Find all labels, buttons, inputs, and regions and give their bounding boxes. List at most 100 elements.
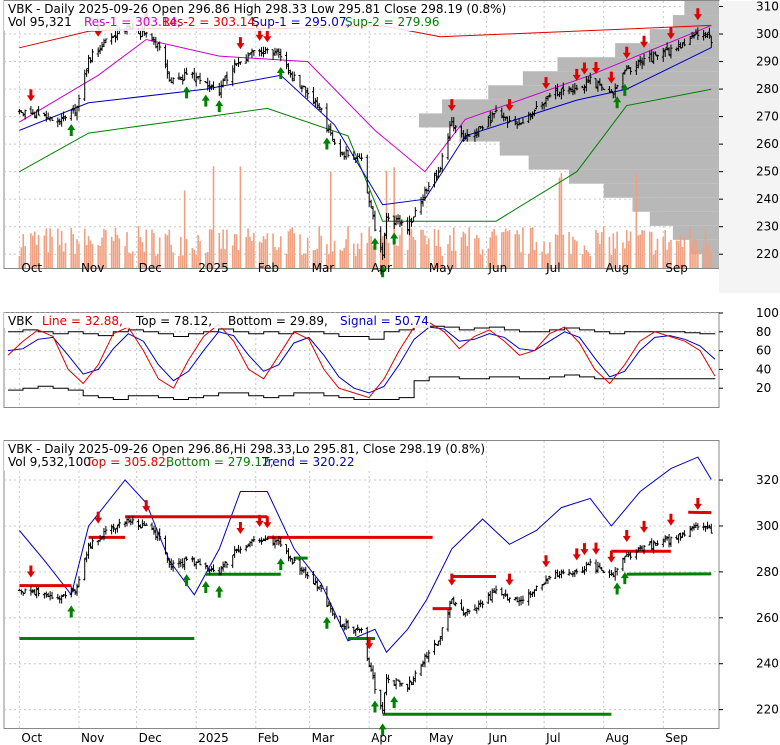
trend-xtick-label: Sep — [665, 731, 688, 745]
trend-sell-arrow — [622, 530, 631, 543]
price-header-bg — [4, 1, 480, 31]
volume-profile-bar — [499, 141, 719, 156]
buy-arrow — [613, 96, 622, 109]
osc-bottom-line — [8, 374, 716, 400]
res1-line — [19, 24, 712, 173]
trend-sell-arrow — [580, 543, 589, 556]
trend-buy-arrow — [182, 574, 191, 587]
trend-buy-arrow — [620, 572, 629, 585]
signal-arrows — [26, 8, 702, 736]
trend-sell-arrow — [255, 514, 264, 527]
trend-ytick-label: 300 — [756, 519, 779, 533]
trend-buy-arrow — [390, 696, 399, 709]
osc-ytick-label: 20 — [756, 381, 771, 395]
trend-sell-arrow — [607, 550, 616, 563]
sell-arrow — [255, 28, 264, 41]
sup1-label: Sup-1 = 295.07, — [252, 15, 350, 29]
trend-sell-arrow — [142, 500, 151, 513]
buy-arrow — [378, 265, 387, 278]
buy-arrow — [215, 100, 224, 113]
trend-sell-arrow — [236, 521, 245, 534]
volume-profile-bar — [528, 155, 719, 170]
trend-sell-arrow — [572, 548, 581, 561]
price-bars — [17, 21, 713, 715]
volume-profile-bar — [603, 183, 719, 198]
osc-ytick-label: 100 — [756, 306, 779, 320]
trend-ytick-label: 220 — [756, 703, 779, 717]
buy-arrow — [322, 137, 331, 150]
price-xtick-label: 2025 — [198, 261, 229, 275]
trend-xtick-label: Jun — [487, 731, 507, 745]
volume-profile-bar — [672, 225, 719, 240]
trend-buy-arrow — [276, 558, 285, 571]
buy-arrow — [201, 94, 210, 107]
sell-arrow — [236, 37, 245, 50]
trend-xtick-label: Dec — [139, 731, 162, 745]
osc-signal-label: Signal = 50.74 — [340, 314, 429, 328]
sell-arrow — [572, 68, 581, 81]
price-ytick-label: 290 — [756, 55, 779, 69]
buy-arrow — [370, 237, 379, 250]
trend-header-bg — [4, 441, 456, 471]
sell-arrow — [447, 99, 456, 112]
trend-bottom-label: Bottom = 279.12, — [166, 455, 274, 469]
sup2-line — [19, 88, 712, 222]
price-xtick-label: Jun — [487, 261, 507, 275]
trend-xtick-label: May — [429, 731, 454, 745]
osc-signal-line — [7, 326, 716, 394]
trend-buy-arrow — [613, 582, 622, 595]
trend-sell-arrow — [263, 516, 272, 529]
price-xtick-label: Mar — [312, 261, 335, 275]
sell-arrow — [263, 30, 272, 43]
trend-sell-arrow — [693, 497, 702, 510]
trend-ytick-label: 240 — [756, 657, 779, 671]
volume-profile-bar — [632, 197, 719, 212]
trend-xtick-label: Nov — [81, 731, 104, 745]
osc-ytick-label: 60 — [756, 344, 771, 358]
osc-symbol: VBK — [8, 314, 33, 328]
volume-profile-bar — [649, 211, 719, 226]
sell-arrow — [693, 8, 702, 21]
sup2-label: Sup-2 = 279.96 — [345, 15, 439, 29]
price-axis-strip — [719, 1, 780, 293]
sell-arrow — [622, 46, 631, 59]
osc-top-label: Top = 78.12, — [135, 314, 212, 328]
sell-arrow — [640, 35, 649, 48]
osc-line-label: Line = 32.88, — [42, 314, 123, 328]
buy-arrow — [390, 232, 399, 245]
trend-xtick-label: Oct — [21, 731, 42, 745]
price-ytick-label: 300 — [756, 27, 779, 41]
trend-sell-arrow — [640, 520, 649, 533]
price-title: VBK - Daily 2025-09-26 Open 296.86 High … — [8, 2, 506, 16]
trend-sell-arrow — [666, 513, 675, 526]
trend-sell-arrow — [505, 573, 514, 586]
osc-main-line — [7, 321, 716, 399]
trend-buy-arrow — [370, 700, 379, 713]
trend-ytick-label: 320 — [756, 473, 779, 487]
trend-top-label: Top = 305.82, — [85, 455, 170, 469]
osc-bottom-label: Bottom = 29.89, — [228, 314, 328, 328]
trend-ytick-label: 280 — [756, 565, 779, 579]
trend-xtick-label: Apr — [371, 731, 392, 745]
osc-header-bg — [4, 313, 430, 328]
volume-profile-bar — [459, 127, 719, 142]
sell-arrow — [580, 62, 589, 75]
oscillator-panel-frame — [3, 312, 720, 408]
price-xtick-label: May — [429, 261, 454, 275]
osc-top-line — [8, 325, 716, 340]
trend-xtick-label: Jul — [545, 731, 560, 745]
volume-profile-bar — [569, 169, 719, 184]
trend-xtick-label: 2025 — [198, 731, 229, 745]
sell-arrow — [26, 89, 35, 102]
trend-xtick-label: Mar — [312, 731, 335, 745]
trend-xtick-label: Feb — [258, 731, 279, 745]
trend-buy-arrow — [322, 616, 331, 629]
osc-ytick-label: 40 — [756, 362, 771, 376]
trend-ytick-label: 260 — [756, 611, 779, 625]
trend-sell-arrow — [94, 511, 103, 524]
volume-profile-bar — [442, 99, 719, 114]
price-ytick-label: 230 — [756, 220, 779, 234]
axis-tick-labels: 220 230 240 250 260 270 280 290 300 310 20 40 60 80 10… — [21, 0, 779, 745]
trend-buy-arrow — [67, 605, 76, 618]
